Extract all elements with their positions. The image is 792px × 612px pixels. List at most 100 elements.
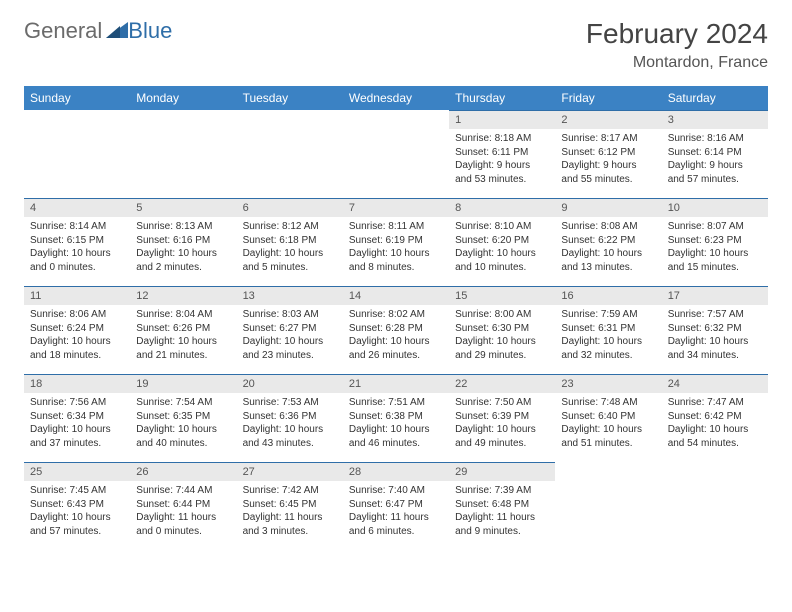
day-details: Sunrise: 7:48 AMSunset: 6:40 PMDaylight:… bbox=[555, 393, 661, 456]
calendar-day-cell: 17Sunrise: 7:57 AMSunset: 6:32 PMDayligh… bbox=[662, 286, 768, 374]
day-details: Sunrise: 8:08 AMSunset: 6:22 PMDaylight:… bbox=[555, 217, 661, 280]
location-label: Montardon, France bbox=[586, 54, 768, 72]
calendar-day-cell: 15Sunrise: 8:00 AMSunset: 6:30 PMDayligh… bbox=[449, 286, 555, 374]
day-details: Sunrise: 7:39 AMSunset: 6:48 PMDaylight:… bbox=[449, 481, 555, 544]
weekday-header: Sunday bbox=[24, 86, 130, 110]
weekday-header: Thursday bbox=[449, 86, 555, 110]
calendar-day-cell: 6Sunrise: 8:12 AMSunset: 6:18 PMDaylight… bbox=[237, 198, 343, 286]
logo-text-blue: Blue bbox=[128, 18, 172, 44]
calendar-week-row: 25Sunrise: 7:45 AMSunset: 6:43 PMDayligh… bbox=[24, 462, 768, 550]
day-details: Sunrise: 7:40 AMSunset: 6:47 PMDaylight:… bbox=[343, 481, 449, 544]
day-number: 23 bbox=[555, 374, 661, 393]
page-header: General Blue February 2024 Montardon, Fr… bbox=[24, 18, 768, 72]
calendar-day-cell: 27Sunrise: 7:42 AMSunset: 6:45 PMDayligh… bbox=[237, 462, 343, 550]
day-number: 28 bbox=[343, 462, 449, 481]
day-details: Sunrise: 8:11 AMSunset: 6:19 PMDaylight:… bbox=[343, 217, 449, 280]
weekday-header: Friday bbox=[555, 86, 661, 110]
day-number: 25 bbox=[24, 462, 130, 481]
day-number: 7 bbox=[343, 198, 449, 217]
day-details: Sunrise: 8:16 AMSunset: 6:14 PMDaylight:… bbox=[662, 129, 768, 192]
day-number: 11 bbox=[24, 286, 130, 305]
day-details: Sunrise: 8:00 AMSunset: 6:30 PMDaylight:… bbox=[449, 305, 555, 368]
day-details: Sunrise: 8:07 AMSunset: 6:23 PMDaylight:… bbox=[662, 217, 768, 280]
day-details: Sunrise: 8:04 AMSunset: 6:26 PMDaylight:… bbox=[130, 305, 236, 368]
logo-triangle-icon bbox=[106, 20, 128, 43]
calendar-empty-cell bbox=[555, 462, 661, 550]
calendar-day-cell: 4Sunrise: 8:14 AMSunset: 6:15 PMDaylight… bbox=[24, 198, 130, 286]
calendar-day-cell: 7Sunrise: 8:11 AMSunset: 6:19 PMDaylight… bbox=[343, 198, 449, 286]
calendar-day-cell: 5Sunrise: 8:13 AMSunset: 6:16 PMDaylight… bbox=[130, 198, 236, 286]
day-details: Sunrise: 8:17 AMSunset: 6:12 PMDaylight:… bbox=[555, 129, 661, 192]
calendar-week-row: 11Sunrise: 8:06 AMSunset: 6:24 PMDayligh… bbox=[24, 286, 768, 374]
day-number: 2 bbox=[555, 110, 661, 129]
day-number: 22 bbox=[449, 374, 555, 393]
calendar-day-cell: 23Sunrise: 7:48 AMSunset: 6:40 PMDayligh… bbox=[555, 374, 661, 462]
day-details: Sunrise: 8:12 AMSunset: 6:18 PMDaylight:… bbox=[237, 217, 343, 280]
day-number: 12 bbox=[130, 286, 236, 305]
day-number: 18 bbox=[24, 374, 130, 393]
calendar-day-cell: 21Sunrise: 7:51 AMSunset: 6:38 PMDayligh… bbox=[343, 374, 449, 462]
calendar-day-cell: 16Sunrise: 7:59 AMSunset: 6:31 PMDayligh… bbox=[555, 286, 661, 374]
day-details: Sunrise: 8:13 AMSunset: 6:16 PMDaylight:… bbox=[130, 217, 236, 280]
weekday-header: Saturday bbox=[662, 86, 768, 110]
day-number: 21 bbox=[343, 374, 449, 393]
day-number: 24 bbox=[662, 374, 768, 393]
calendar-day-cell: 13Sunrise: 8:03 AMSunset: 6:27 PMDayligh… bbox=[237, 286, 343, 374]
day-details: Sunrise: 8:10 AMSunset: 6:20 PMDaylight:… bbox=[449, 217, 555, 280]
day-details: Sunrise: 7:53 AMSunset: 6:36 PMDaylight:… bbox=[237, 393, 343, 456]
calendar-day-cell: 26Sunrise: 7:44 AMSunset: 6:44 PMDayligh… bbox=[130, 462, 236, 550]
calendar-empty-cell bbox=[130, 110, 236, 198]
calendar-empty-cell bbox=[662, 462, 768, 550]
day-number: 13 bbox=[237, 286, 343, 305]
day-details: Sunrise: 7:47 AMSunset: 6:42 PMDaylight:… bbox=[662, 393, 768, 456]
calendar-day-cell: 22Sunrise: 7:50 AMSunset: 6:39 PMDayligh… bbox=[449, 374, 555, 462]
day-details: Sunrise: 7:54 AMSunset: 6:35 PMDaylight:… bbox=[130, 393, 236, 456]
calendar-body: 1Sunrise: 8:18 AMSunset: 6:11 PMDaylight… bbox=[24, 110, 768, 550]
logo: General Blue bbox=[24, 18, 172, 44]
day-number: 14 bbox=[343, 286, 449, 305]
day-number: 3 bbox=[662, 110, 768, 129]
calendar-day-cell: 12Sunrise: 8:04 AMSunset: 6:26 PMDayligh… bbox=[130, 286, 236, 374]
day-details: Sunrise: 7:45 AMSunset: 6:43 PMDaylight:… bbox=[24, 481, 130, 544]
calendar-day-cell: 28Sunrise: 7:40 AMSunset: 6:47 PMDayligh… bbox=[343, 462, 449, 550]
day-details: Sunrise: 8:18 AMSunset: 6:11 PMDaylight:… bbox=[449, 129, 555, 192]
calendar-empty-cell bbox=[237, 110, 343, 198]
weekday-header: Wednesday bbox=[343, 86, 449, 110]
day-details: Sunrise: 7:56 AMSunset: 6:34 PMDaylight:… bbox=[24, 393, 130, 456]
day-details: Sunrise: 7:57 AMSunset: 6:32 PMDaylight:… bbox=[662, 305, 768, 368]
title-block: February 2024 Montardon, France bbox=[586, 18, 768, 72]
day-details: Sunrise: 8:03 AMSunset: 6:27 PMDaylight:… bbox=[237, 305, 343, 368]
calendar-day-cell: 14Sunrise: 8:02 AMSunset: 6:28 PMDayligh… bbox=[343, 286, 449, 374]
calendar-day-cell: 29Sunrise: 7:39 AMSunset: 6:48 PMDayligh… bbox=[449, 462, 555, 550]
calendar-empty-cell bbox=[343, 110, 449, 198]
day-number: 26 bbox=[130, 462, 236, 481]
calendar-day-cell: 24Sunrise: 7:47 AMSunset: 6:42 PMDayligh… bbox=[662, 374, 768, 462]
day-details: Sunrise: 7:59 AMSunset: 6:31 PMDaylight:… bbox=[555, 305, 661, 368]
calendar-day-cell: 19Sunrise: 7:54 AMSunset: 6:35 PMDayligh… bbox=[130, 374, 236, 462]
calendar-day-cell: 3Sunrise: 8:16 AMSunset: 6:14 PMDaylight… bbox=[662, 110, 768, 198]
day-details: Sunrise: 7:50 AMSunset: 6:39 PMDaylight:… bbox=[449, 393, 555, 456]
day-details: Sunrise: 7:44 AMSunset: 6:44 PMDaylight:… bbox=[130, 481, 236, 544]
day-number: 4 bbox=[24, 198, 130, 217]
day-number: 29 bbox=[449, 462, 555, 481]
calendar-day-cell: 11Sunrise: 8:06 AMSunset: 6:24 PMDayligh… bbox=[24, 286, 130, 374]
day-number: 27 bbox=[237, 462, 343, 481]
calendar-week-row: 4Sunrise: 8:14 AMSunset: 6:15 PMDaylight… bbox=[24, 198, 768, 286]
calendar-day-cell: 18Sunrise: 7:56 AMSunset: 6:34 PMDayligh… bbox=[24, 374, 130, 462]
day-number: 20 bbox=[237, 374, 343, 393]
calendar-day-cell: 10Sunrise: 8:07 AMSunset: 6:23 PMDayligh… bbox=[662, 198, 768, 286]
calendar-week-row: 1Sunrise: 8:18 AMSunset: 6:11 PMDaylight… bbox=[24, 110, 768, 198]
calendar-day-cell: 25Sunrise: 7:45 AMSunset: 6:43 PMDayligh… bbox=[24, 462, 130, 550]
calendar-day-cell: 20Sunrise: 7:53 AMSunset: 6:36 PMDayligh… bbox=[237, 374, 343, 462]
calendar-week-row: 18Sunrise: 7:56 AMSunset: 6:34 PMDayligh… bbox=[24, 374, 768, 462]
weekday-header-row: SundayMondayTuesdayWednesdayThursdayFrid… bbox=[24, 86, 768, 110]
calendar-day-cell: 1Sunrise: 8:18 AMSunset: 6:11 PMDaylight… bbox=[449, 110, 555, 198]
day-number: 17 bbox=[662, 286, 768, 305]
calendar-table: SundayMondayTuesdayWednesdayThursdayFrid… bbox=[24, 86, 768, 550]
day-number: 1 bbox=[449, 110, 555, 129]
day-details: Sunrise: 8:06 AMSunset: 6:24 PMDaylight:… bbox=[24, 305, 130, 368]
calendar-day-cell: 9Sunrise: 8:08 AMSunset: 6:22 PMDaylight… bbox=[555, 198, 661, 286]
calendar-day-cell: 8Sunrise: 8:10 AMSunset: 6:20 PMDaylight… bbox=[449, 198, 555, 286]
day-number: 15 bbox=[449, 286, 555, 305]
day-number: 19 bbox=[130, 374, 236, 393]
